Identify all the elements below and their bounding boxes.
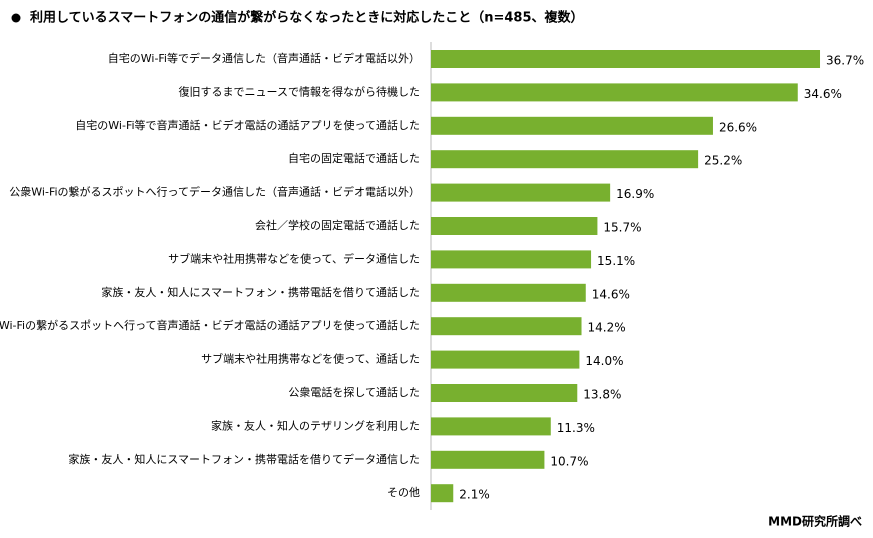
category-label: サブ端末や社用携帯などを使って、データ通信した bbox=[168, 251, 420, 265]
value-label: 15.7% bbox=[603, 221, 641, 235]
bar bbox=[431, 350, 580, 369]
category-label: 家族・友人・知人にスマートフォン・携帯電話を借りてデータ通信した bbox=[68, 452, 420, 466]
value-label: 13.8% bbox=[583, 388, 621, 402]
category-label: サブ端末や社用携帯などを使って、通話した bbox=[201, 352, 420, 366]
bar bbox=[431, 417, 551, 436]
category-label: 公衆電話を探して通話した bbox=[288, 385, 420, 399]
category-label: 会社／学校の固定電話で通話した bbox=[255, 218, 420, 232]
value-label: 34.6% bbox=[804, 87, 842, 101]
category-label: 公衆Wi-Fiの繋がるスポットへ行って音声通話・ビデオ電話の通話アプリを使って通… bbox=[0, 318, 420, 332]
category-label: その他 bbox=[387, 486, 420, 499]
value-label: 14.6% bbox=[592, 287, 630, 301]
bar bbox=[431, 484, 454, 503]
category-label: 自宅のWi-Fi等で音声通話・ビデオ電話の通話アプリを使って通話した bbox=[75, 118, 420, 132]
bar bbox=[431, 450, 545, 469]
bar bbox=[431, 317, 582, 336]
bar bbox=[431, 116, 713, 135]
value-label: 11.3% bbox=[557, 421, 595, 435]
chart-title: 利用しているスマートフォンの通信が繋がらなくなったときに対応したこと（n=485… bbox=[30, 10, 584, 26]
value-label: 16.9% bbox=[616, 187, 654, 201]
category-label: 家族・友人・知人にスマートフォン・携帯電話を借りて通話した bbox=[101, 285, 420, 299]
bar bbox=[431, 150, 699, 169]
value-label: 14.0% bbox=[585, 354, 623, 368]
title-bullet bbox=[11, 13, 21, 23]
bar bbox=[431, 283, 586, 302]
bar bbox=[431, 83, 798, 102]
value-label: 14.2% bbox=[588, 321, 626, 335]
value-label: 2.1% bbox=[459, 488, 490, 502]
value-label: 36.7% bbox=[826, 54, 864, 68]
category-label: 復旧するまでニュースで情報を得ながら待機した bbox=[179, 84, 420, 98]
source: MMD研究所調べ bbox=[768, 514, 862, 529]
value-label: 15.1% bbox=[597, 254, 635, 268]
category-label: 自宅のWi-Fi等でデータ通信した（音声通話・ビデオ電話以外） bbox=[108, 51, 420, 65]
value-label: 10.7% bbox=[550, 454, 588, 468]
bar bbox=[431, 250, 592, 269]
bar bbox=[431, 384, 578, 402]
category-label: 自宅の固定電話で通話した bbox=[288, 151, 420, 165]
bar bbox=[431, 217, 598, 235]
bar bbox=[431, 50, 821, 68]
category-label: 家族・友人・知人のテザリングを利用した bbox=[211, 418, 420, 432]
value-label: 25.2% bbox=[704, 154, 742, 168]
category-label: 公衆Wi-Fiの繋がるスポットへ行ってデータ通信した（音声通話・ビデオ電話以外） bbox=[9, 185, 420, 199]
bar bbox=[431, 183, 611, 202]
value-label: 26.6% bbox=[719, 120, 757, 134]
